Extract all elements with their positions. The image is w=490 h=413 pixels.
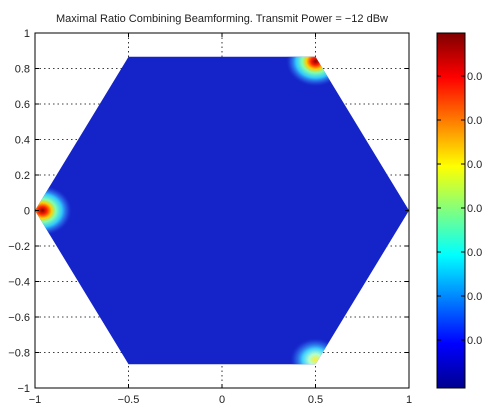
y-tick-label: 0.2 <box>15 170 30 182</box>
colorbar-tick-label: 0.0 <box>467 203 482 215</box>
colorbar-tick-label: 0.0 <box>467 115 482 127</box>
y-axis-ticks: 1 0.8 0.6 0.4 0.2 0 −0.2 −0.4 −0.6 −0.8 −1 <box>8 28 409 395</box>
y-tick-label: 0.6 <box>15 99 30 111</box>
x-tick-label: 0.5 <box>308 394 323 406</box>
colorbar-ticks: 0.0 0.0 0.0 0.0 0.0 0.0 0.0 <box>437 71 482 347</box>
colorbar-tick-label: 0.0 <box>467 71 482 83</box>
heatmap-region <box>35 56 409 365</box>
hotspot <box>35 185 73 236</box>
chart-title: Maximal Ratio Combining Beamforming. Tra… <box>56 13 388 25</box>
y-tick-label: 1 <box>24 28 30 40</box>
x-tick-label: −0.5 <box>118 394 140 406</box>
y-tick-label: −0.8 <box>8 348 30 360</box>
y-tick-label: −1 <box>17 383 30 395</box>
x-axis-ticks: −1 −0.5 0 0.5 1 <box>29 33 412 406</box>
y-tick-label: 0.8 <box>15 64 30 76</box>
colorbar-tick-label: 0.0 <box>467 291 482 303</box>
x-tick-label: 0 <box>219 394 225 406</box>
x-tick-label: 1 <box>406 394 412 406</box>
x-tick-label: −1 <box>29 394 42 406</box>
y-tick-label: 0.4 <box>15 135 30 147</box>
y-tick-label: −0.4 <box>8 277 30 289</box>
plot-area: −1 −0.5 0 0.5 1 1 0.8 0.6 0.4 0.2 0 −0.2 −0.4 −0.6 −0… <box>8 28 412 406</box>
y-tick-label: 0 <box>24 206 30 218</box>
colorbar: 0.0 0.0 0.0 0.0 0.0 0.0 0.0 <box>436 32 482 389</box>
y-tick-label: −0.6 <box>8 312 30 324</box>
colorbar-tick-label: 0.0 <box>467 247 482 259</box>
colorbar-tick-label: 0.0 <box>467 335 482 347</box>
colorbar-gradient <box>436 32 466 389</box>
coverage-hexagon <box>35 56 409 365</box>
y-tick-label: −0.2 <box>8 241 30 253</box>
colorbar-tick-label: 0.0 <box>467 159 482 171</box>
